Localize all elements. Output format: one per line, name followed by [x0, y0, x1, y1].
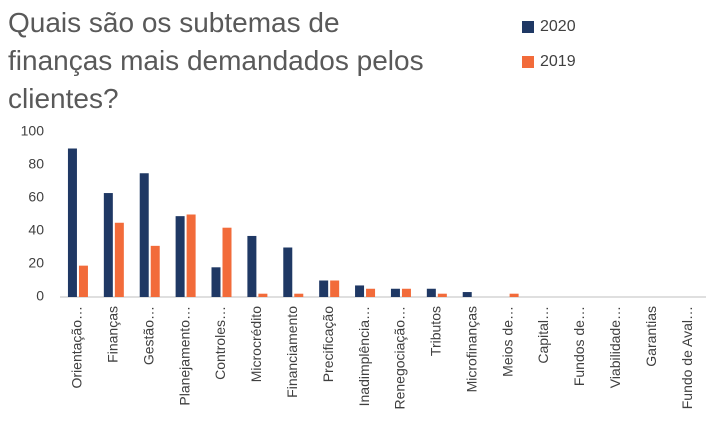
x-tick-label: Microcrédito: [248, 306, 264, 382]
chart-title: Quais são os subtemas de finanças mais d…: [8, 7, 424, 114]
x-tick-label: Meios de…: [499, 306, 515, 377]
bar: [283, 247, 293, 297]
x-tick-label: Orientação…: [69, 306, 85, 388]
bar: [390, 288, 400, 297]
legend-swatch: [522, 56, 534, 68]
bar: [401, 288, 411, 297]
bar: [294, 293, 304, 297]
bar: [150, 245, 160, 297]
bar: [509, 293, 519, 297]
y-tick-label: 40: [28, 222, 44, 238]
x-tick-label: Controles…: [212, 306, 228, 380]
x-tick-label: Garantias: [643, 306, 659, 367]
x-tick-label: Tributos: [428, 306, 444, 356]
x-tick-label: Precificação: [320, 306, 336, 382]
y-tick-label: 20: [28, 255, 44, 271]
x-tick-label: Planejamento…: [176, 306, 192, 406]
bar: [114, 222, 124, 297]
legend-swatch: [522, 21, 534, 33]
bar: [103, 193, 113, 297]
y-tick-label: 80: [28, 156, 44, 172]
bar: [186, 214, 196, 297]
bar: [175, 216, 185, 297]
bar: [366, 288, 376, 297]
y-tick-label: 60: [28, 189, 44, 205]
bar: [78, 265, 88, 297]
bar: [437, 293, 447, 297]
x-tick-label: Microfinanças: [463, 306, 479, 392]
y-tick-label: 0: [36, 288, 44, 304]
x-tick-label: Fundo de Aval…: [679, 306, 695, 409]
bar: [258, 293, 268, 297]
x-tick-label: Inadimplência…: [356, 306, 372, 406]
bar: [330, 280, 340, 297]
x-tick-label: Gestão…: [140, 306, 156, 365]
legend-label: 2020: [540, 18, 576, 35]
x-tick-label: Financiamento: [284, 306, 300, 398]
bar: [355, 285, 365, 297]
bar: [222, 227, 232, 297]
bar: [462, 292, 472, 297]
x-tick-label: Viabilidade…: [607, 306, 623, 388]
bar: [319, 280, 329, 297]
bar: [211, 267, 221, 297]
bar: [67, 148, 77, 297]
x-tick-label: Renegociação…: [392, 306, 408, 410]
bar: [247, 235, 257, 297]
bar: [426, 288, 436, 297]
legend-label: 2019: [540, 53, 576, 70]
x-tick-label: Finanças: [105, 306, 121, 363]
bar: [139, 173, 149, 297]
x-tick-label: Capital…: [535, 306, 551, 364]
y-tick-label: 100: [21, 123, 45, 139]
x-tick-label: Fundos de…: [571, 306, 587, 386]
